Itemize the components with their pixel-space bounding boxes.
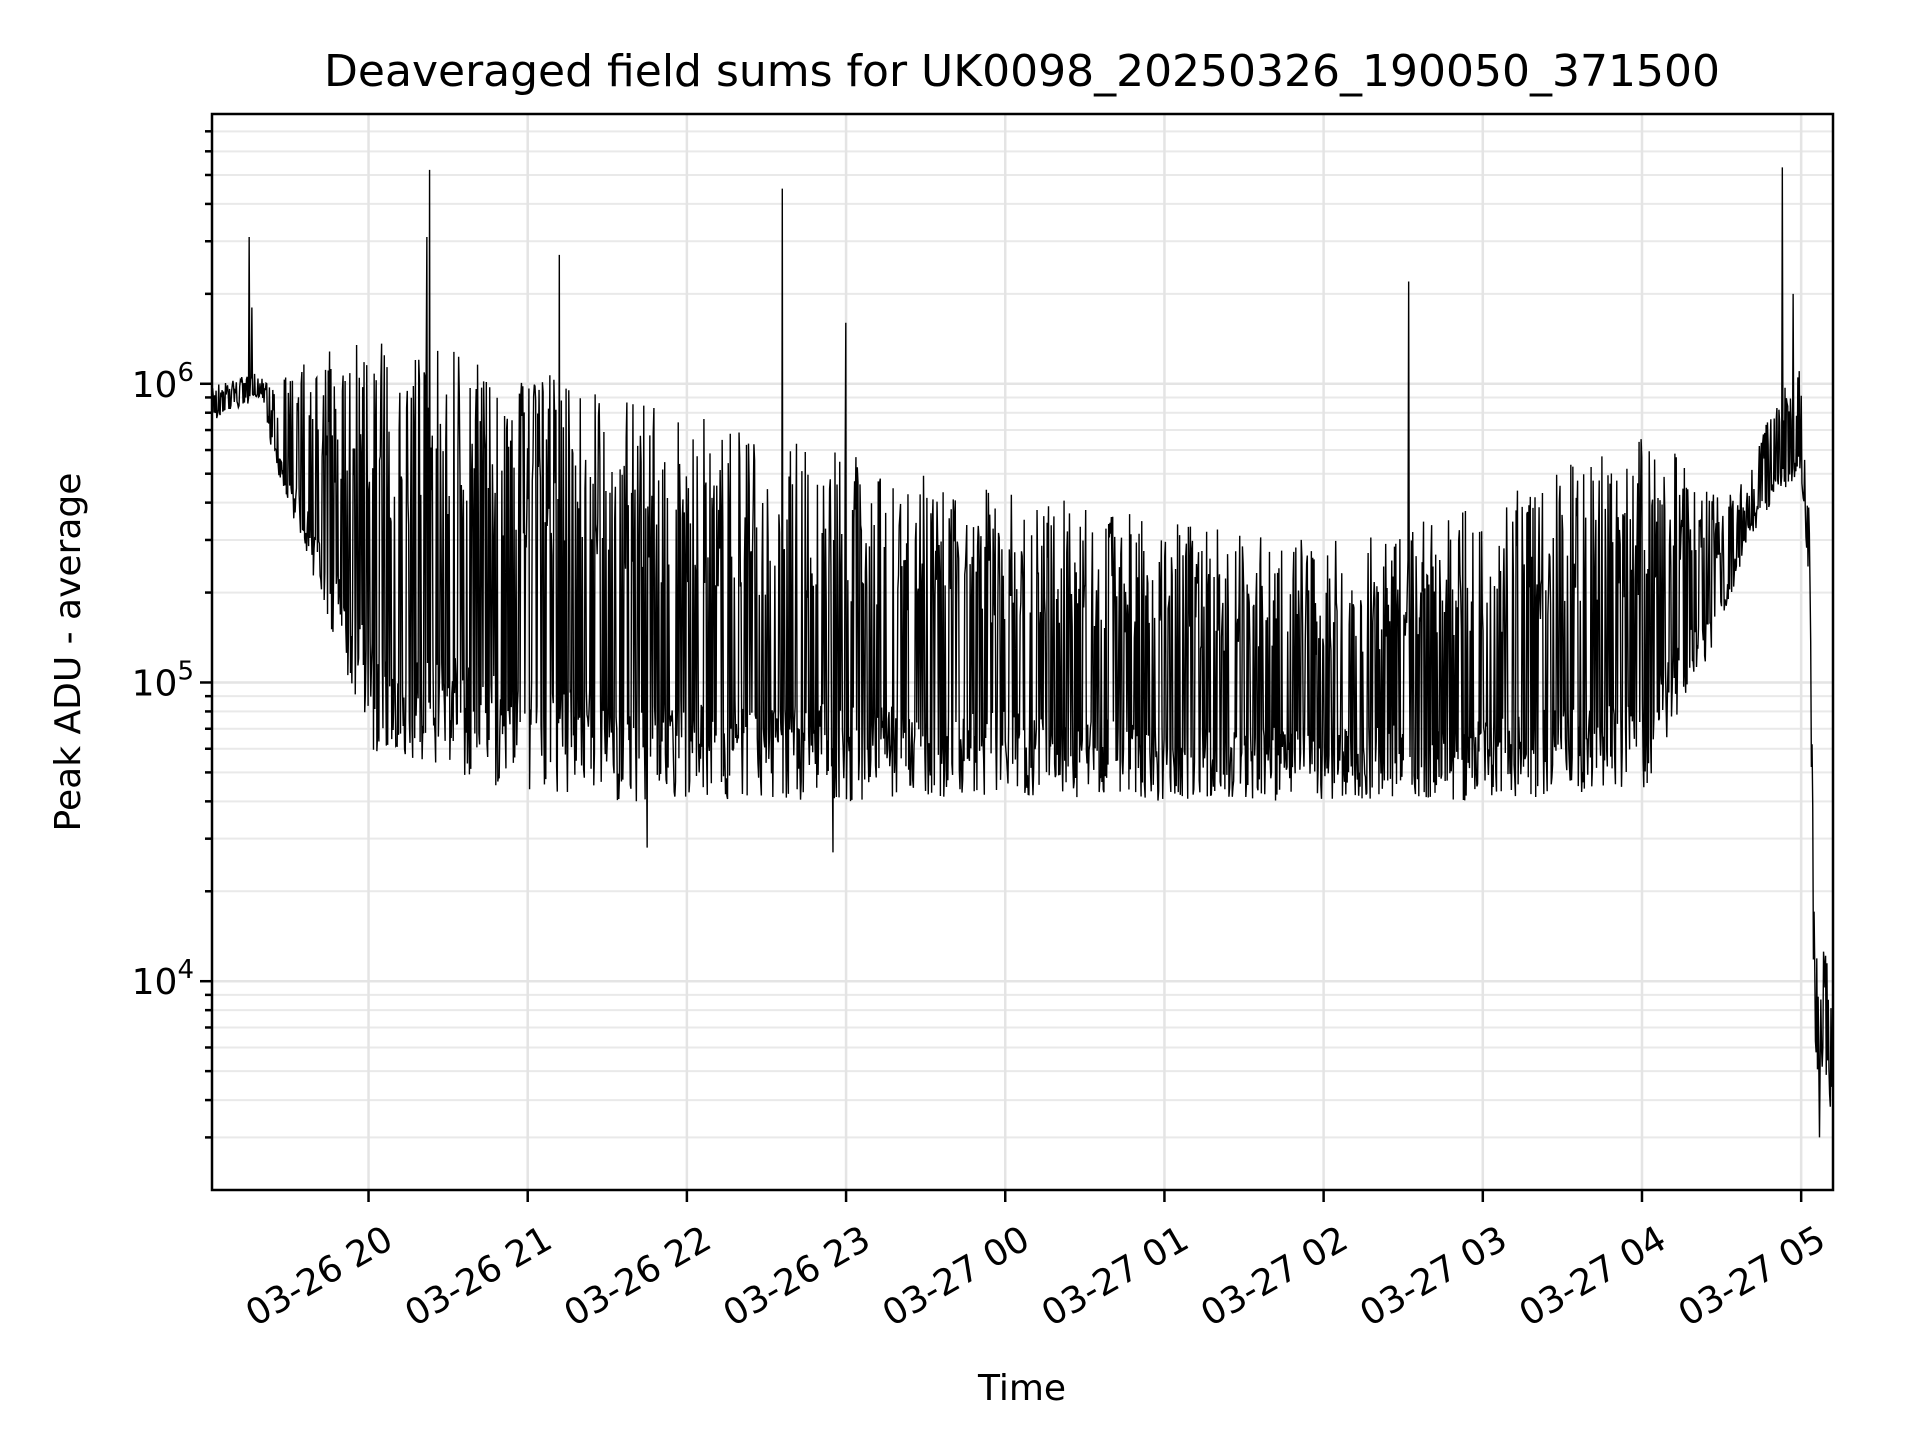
y-tick-label: 105 [132,656,194,704]
x-tick-label: 03-27 05 [1672,1218,1833,1334]
x-tick-label: 03-27 02 [1194,1218,1355,1334]
y-tick-label: 106 [132,358,194,406]
x-tick-label: 03-26 20 [239,1218,400,1334]
y-axis-label: Peak ADU - average [48,473,89,832]
series-line [211,167,1834,1138]
x-tick-label: 03-26 21 [398,1218,559,1334]
plot-frame [210,112,1835,1192]
x-axis-label: Time [977,1368,1066,1409]
x-tick-label: 03-26 23 [717,1218,878,1334]
x-tick-label: 03-27 03 [1353,1218,1514,1334]
chart-title: Deaveraged field sums for UK0098_2025032… [324,46,1720,97]
x-tick-label: 03-27 04 [1513,1218,1674,1334]
x-tick-label: 03-26 22 [558,1218,719,1334]
axis-ticks [200,130,1803,1202]
x-tick-label: 03-27 01 [1035,1218,1196,1334]
y-tick-label: 104 [132,955,194,1003]
x-tick-label: 03-27 00 [876,1218,1037,1334]
